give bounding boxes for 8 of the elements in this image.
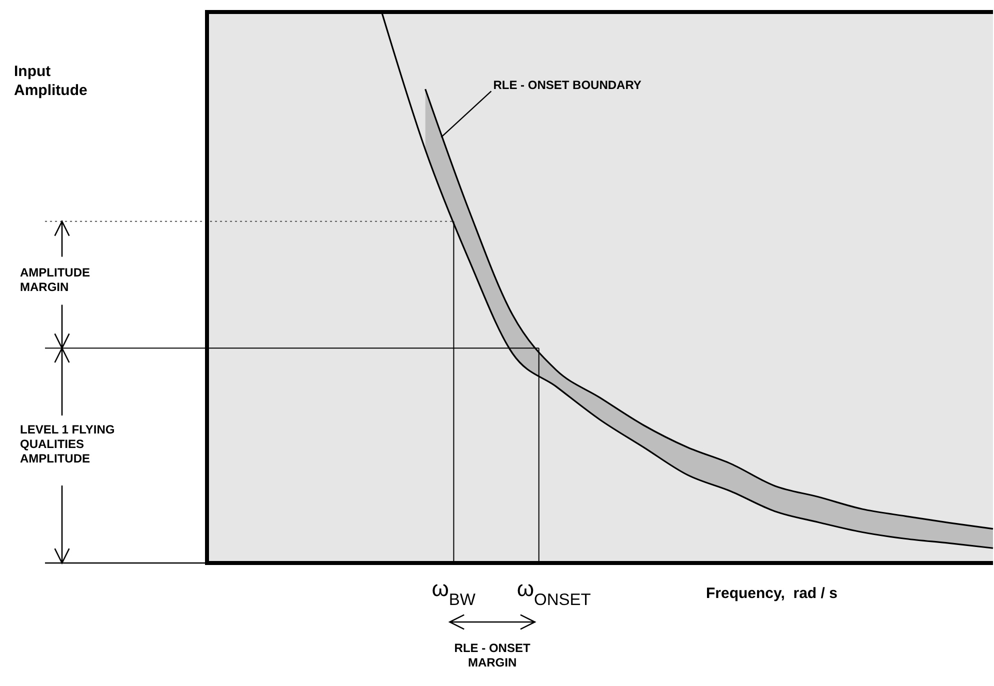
- text: ω$_{ONSET}$: [516, 576, 591, 609]
- text: Input Amplitude: [14, 63, 88, 99]
- text: RLE - ONSET MARGIN: [454, 641, 531, 670]
- text: LEVEL 1 FLYING QUALITIES AMPLITUDE: [20, 422, 115, 466]
- annotation: RLE - ONSET BOUNDARY: [493, 78, 642, 92]
- text: AMPLITUDE MARGIN: [20, 266, 90, 294]
- text: ω$_{BW}$: [432, 576, 476, 609]
- x-axis-title: Frequency, rad / s: [706, 585, 838, 602]
